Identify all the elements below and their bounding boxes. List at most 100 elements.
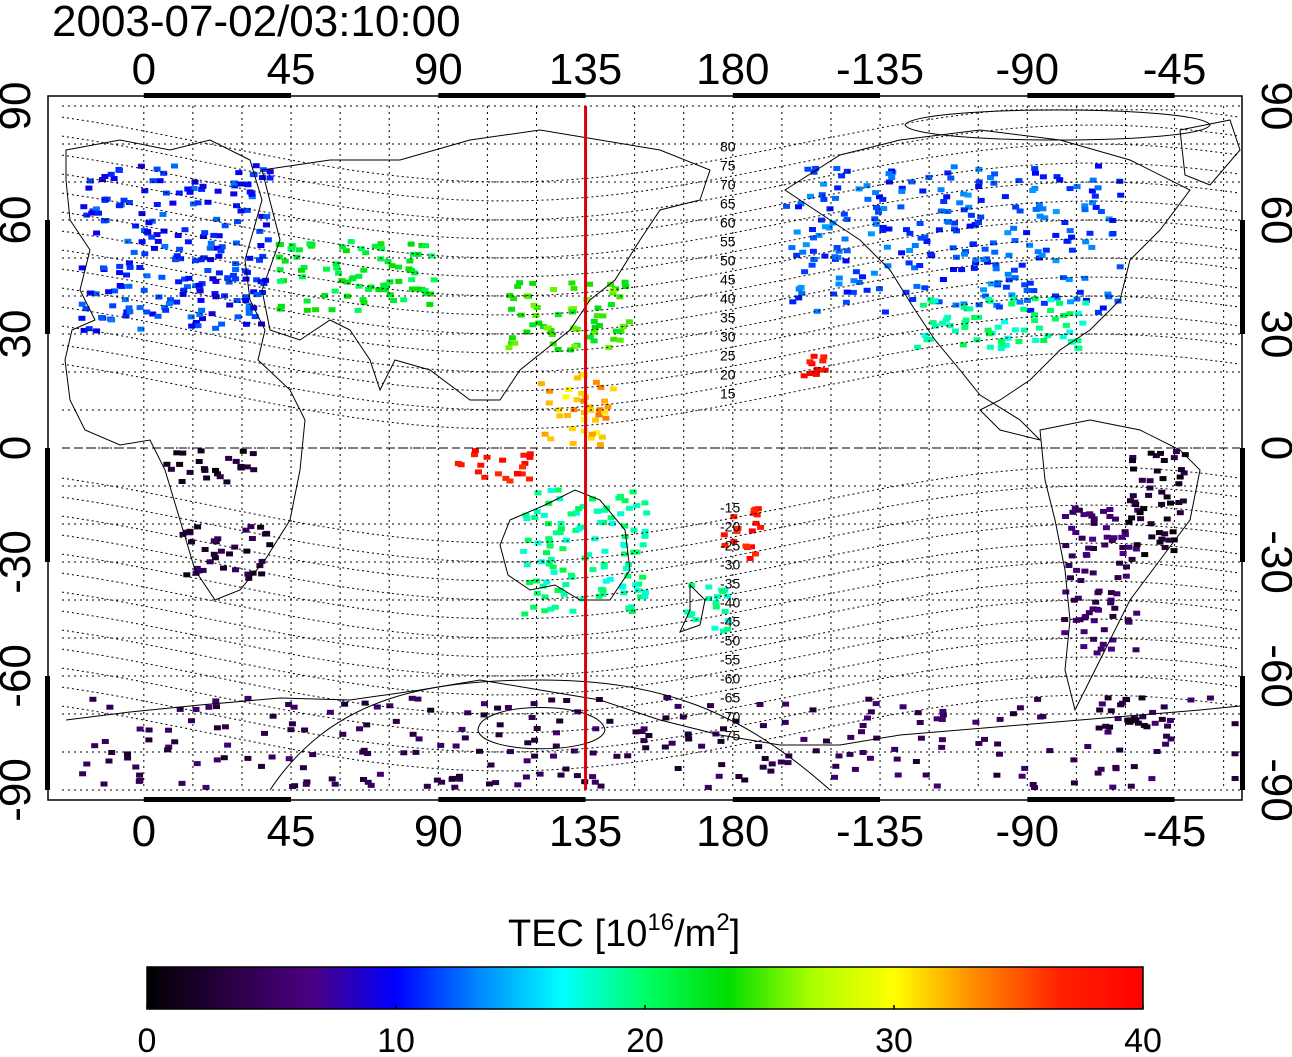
tec-cell (226, 302, 234, 308)
tec-cell (1145, 492, 1153, 498)
tec-cell (556, 530, 564, 536)
mag-lat-label: 40 (720, 290, 736, 306)
tec-cell (110, 176, 118, 181)
tec-cell (523, 758, 531, 764)
tec-cell (508, 335, 516, 341)
tec-cell (530, 302, 538, 308)
tec-cell (1170, 455, 1178, 461)
tec-cell (602, 578, 610, 584)
tec-cell (1040, 338, 1048, 343)
tec-cell (276, 267, 284, 273)
tec-cell (173, 299, 181, 305)
tec-cell (906, 248, 914, 253)
tec-cell (1052, 209, 1060, 215)
tec-cell (893, 756, 901, 762)
tec-cell (793, 229, 801, 235)
tec-cell (1139, 714, 1147, 720)
tec-cell (243, 464, 251, 470)
tec-cell (965, 204, 973, 210)
tec-cell (1158, 489, 1166, 495)
tec-cell (405, 266, 413, 272)
tec-cell (1097, 209, 1105, 214)
tec-cell (1133, 610, 1141, 616)
tec-cell (589, 750, 597, 756)
tec-cell (233, 203, 240, 209)
lat-label-left: 60 (0, 196, 40, 245)
tec-cell (384, 259, 392, 265)
tec-cell (386, 279, 394, 285)
tec-cell (355, 283, 363, 289)
tec-cell (590, 338, 598, 344)
tec-cell (506, 749, 514, 755)
tec-cell (914, 344, 921, 350)
tec-cell (554, 312, 562, 318)
tec-cell (991, 249, 999, 255)
colorbar-title-mid: /m (674, 913, 716, 955)
tec-cell (1096, 707, 1104, 713)
tec-cell (1046, 748, 1054, 754)
tec-cell (802, 242, 810, 248)
tec-cell (1090, 618, 1098, 624)
tec-cell (819, 358, 827, 364)
tec-cell (184, 186, 192, 192)
tec-cell (917, 735, 925, 741)
tec-cell (1099, 305, 1107, 311)
tec-cell (1062, 514, 1069, 519)
tec-cell (1122, 573, 1130, 579)
tec-cell (1161, 545, 1169, 550)
tec-cell (1180, 470, 1188, 476)
tec-cell (357, 246, 365, 252)
tec-cell (964, 192, 972, 198)
tec-cell (1002, 284, 1010, 290)
tec-cell (996, 716, 1004, 722)
tec-cell (1152, 453, 1160, 459)
tec-cell (268, 754, 276, 760)
tec-cell (586, 281, 594, 287)
tec-cell (1080, 512, 1088, 518)
tec-cell (843, 289, 851, 295)
tec-cell (196, 288, 204, 294)
tec-cell (124, 755, 132, 761)
tec-cell (422, 291, 430, 297)
tec-cell (807, 193, 814, 199)
tec-cell (199, 183, 207, 189)
tec-cell (1018, 773, 1026, 779)
tec-cell (244, 571, 252, 577)
tec-cell (569, 440, 577, 446)
tec-cell (867, 231, 875, 237)
tec-cell (609, 287, 617, 293)
tec-cell (1020, 306, 1028, 312)
tec-cell (641, 589, 649, 595)
tec-cell (537, 381, 545, 387)
tec-cell (547, 606, 555, 612)
tec-cell (809, 227, 816, 232)
tec-cell (606, 576, 614, 582)
tec-cell (326, 709, 334, 715)
tec-cell (746, 556, 754, 561)
tec-cell (1035, 325, 1043, 331)
tec-cell (269, 713, 277, 719)
tec-cell (610, 336, 618, 342)
tec-cell (207, 240, 215, 246)
tec-cell (381, 287, 389, 293)
tec-cell (111, 288, 119, 294)
tec-cell (831, 774, 838, 780)
tec-cell (556, 413, 564, 419)
tec-cell (250, 289, 258, 295)
tec-cell (192, 570, 200, 576)
tec-cell (197, 448, 205, 454)
tec-cell (616, 337, 624, 343)
tec-cell (1005, 277, 1013, 283)
tec-cell (293, 254, 301, 260)
tec-cell (851, 766, 859, 772)
tec-cell (594, 305, 602, 311)
tec-cell (1090, 520, 1098, 526)
tec-cell (573, 326, 581, 332)
tec-cell (386, 703, 394, 709)
tec-cell (1102, 525, 1110, 531)
tec-cell (994, 280, 1002, 286)
tec-cell (807, 371, 815, 376)
tec-cell (937, 187, 945, 193)
tec-cell (487, 762, 495, 768)
tec-cell (338, 278, 346, 284)
